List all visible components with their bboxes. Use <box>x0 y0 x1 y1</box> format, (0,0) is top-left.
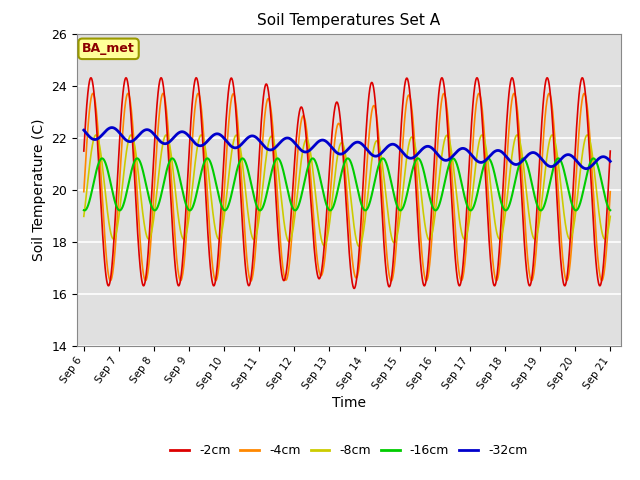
Title: Soil Temperatures Set A: Soil Temperatures Set A <box>257 13 440 28</box>
Y-axis label: Soil Temperature (C): Soil Temperature (C) <box>31 119 45 261</box>
X-axis label: Time: Time <box>332 396 366 410</box>
Legend: -2cm, -4cm, -8cm, -16cm, -32cm: -2cm, -4cm, -8cm, -16cm, -32cm <box>165 439 532 462</box>
Text: BA_met: BA_met <box>82 42 135 55</box>
